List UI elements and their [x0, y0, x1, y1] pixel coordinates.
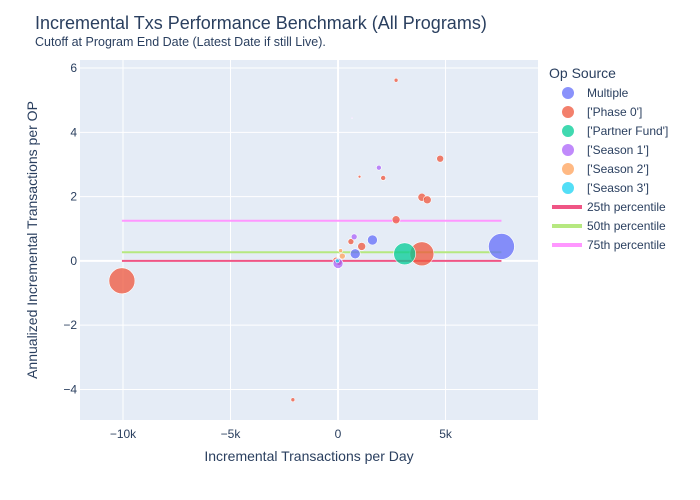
- legend-marker[interactable]: [562, 106, 574, 118]
- scatter-point[interactable]: [380, 175, 386, 181]
- y-tick-label: −2: [63, 318, 77, 332]
- legend-label[interactable]: ['Phase 0']: [587, 105, 642, 119]
- scatter-point[interactable]: [393, 77, 399, 83]
- legend-label[interactable]: 75th percentile: [587, 238, 666, 252]
- scatter-point[interactable]: [108, 267, 136, 295]
- legend-label[interactable]: 25th percentile: [587, 200, 666, 214]
- scatter-point[interactable]: [391, 215, 401, 225]
- percentile-lines: [121, 219, 502, 262]
- legend-label[interactable]: ['Season 3']: [587, 181, 649, 195]
- chart-subtitle: Cutoff at Program End Date (Latest Date …: [35, 35, 326, 49]
- y-tick-label: 2: [70, 190, 77, 204]
- legend-label[interactable]: Multiple: [587, 86, 629, 100]
- x-tick-label: −5k: [221, 427, 242, 441]
- chart-title: Incremental Txs Performance Benchmark (A…: [35, 13, 487, 33]
- y-tick-label: 4: [70, 125, 77, 139]
- legend-marker[interactable]: [562, 144, 574, 156]
- plot-area: [80, 60, 538, 420]
- scatter-point[interactable]: [339, 252, 346, 260]
- scatter-point[interactable]: [335, 258, 340, 264]
- x-tick-label: 0: [335, 427, 342, 441]
- scatter-point[interactable]: [350, 233, 358, 241]
- x-axis-ticks: −10k −5k 0 5k: [110, 427, 453, 441]
- legend-label[interactable]: ['Season 2']: [587, 162, 649, 176]
- scatter-point[interactable]: [357, 242, 366, 251]
- scatter-point[interactable]: [349, 248, 361, 260]
- y-tick-label: 0: [70, 254, 77, 268]
- scatter-point[interactable]: [422, 195, 432, 205]
- x-tick-label: −10k: [110, 427, 137, 441]
- y-axis-title: Annualized Incremental Transactions per …: [24, 101, 40, 379]
- scatter-point[interactable]: [347, 238, 355, 245]
- legend-label[interactable]: ['Season 1']: [587, 143, 649, 157]
- legend-marker[interactable]: [562, 125, 574, 137]
- legend: Multiple ['Phase 0'] ['Partner Fund'] ['Sea…: [552, 86, 668, 252]
- legend-title: Op Source: [549, 65, 616, 81]
- scatter-point[interactable]: [376, 164, 382, 171]
- scatter-point[interactable]: [367, 234, 378, 246]
- y-tick-label: −4: [63, 382, 77, 396]
- legend-label[interactable]: 50th percentile: [587, 219, 666, 233]
- x-axis-title: Incremental Transactions per Day: [204, 448, 413, 464]
- scatter-point[interactable]: [351, 116, 354, 119]
- legend-label[interactable]: ['Partner Fund']: [587, 124, 668, 138]
- scatter-point[interactable]: [393, 242, 416, 266]
- y-axis-ticks: −4 −2 0 2 4 6: [63, 61, 77, 396]
- scatter-point[interactable]: [488, 233, 515, 260]
- x-tick-label: 5k: [439, 427, 453, 441]
- legend-marker[interactable]: [562, 87, 574, 99]
- scatter-point[interactable]: [357, 174, 362, 179]
- legend-marker[interactable]: [562, 182, 574, 194]
- legend-marker[interactable]: [562, 163, 574, 175]
- scatter-point[interactable]: [338, 248, 343, 253]
- scatter-point[interactable]: [436, 154, 444, 163]
- scatter-point[interactable]: [290, 397, 296, 403]
- y-tick-label: 6: [70, 61, 77, 75]
- scatter-points: [108, 77, 515, 403]
